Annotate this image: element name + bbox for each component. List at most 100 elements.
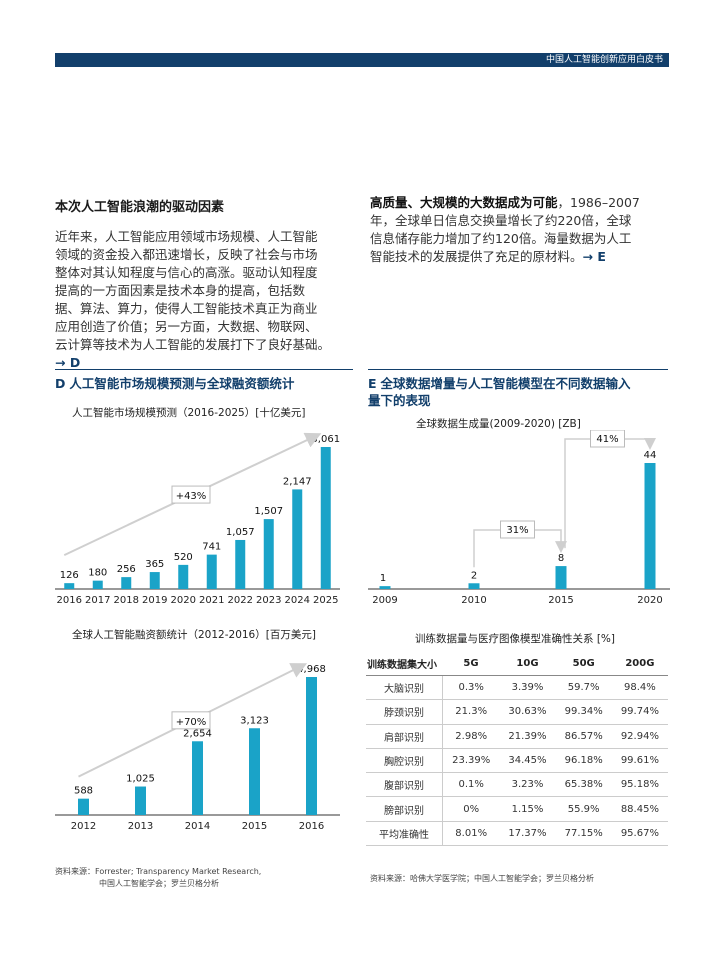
bar xyxy=(178,564,189,589)
bar xyxy=(149,572,160,589)
table-row: 平均准确性 8.01% 17.37% 77.15% 95.67% xyxy=(366,821,668,847)
table-cell: 96.18% xyxy=(555,748,612,774)
bar xyxy=(121,577,132,589)
text-fragment: 智能技术的发展提供了充足的原材料。 xyxy=(370,249,583,264)
growth-badge xyxy=(590,430,625,448)
growth-label: +43% xyxy=(176,491,207,502)
table-cell: 99.34% xyxy=(555,699,612,725)
bar xyxy=(92,580,103,589)
bar xyxy=(192,741,203,815)
table-header-row: 训练数据集大小 5G 10G 50G 200G xyxy=(366,651,668,676)
accuracy-table: 训练数据集大小 5G 10G 50G 200G 大脑识别 0.3% 3.39% 59.… xyxy=(366,651,668,847)
row-label: 脖颈识别 xyxy=(366,699,443,725)
value-label: 180 xyxy=(88,568,107,579)
growth-badge xyxy=(171,711,211,730)
x-tick-label: 2020 xyxy=(171,595,196,606)
table-cell: 95.67% xyxy=(611,821,668,847)
x-tick-label: 2009 xyxy=(372,595,397,606)
table-cell: 65.38% xyxy=(555,772,612,798)
value-label: 2,147 xyxy=(283,476,312,487)
value-label: 8 xyxy=(558,553,564,564)
table-row: 膀部识别 0% 1.15% 55.9% 88.45% xyxy=(366,796,668,822)
row-label: 膀部识别 xyxy=(366,796,443,822)
section-d-title: D 人工智能市场规模预测与全球融资额统计 xyxy=(55,375,294,392)
text-line: 整体对其认知程度与信心的高涨。驱动认知程度 xyxy=(55,265,318,280)
link-to-d[interactable]: → D xyxy=(55,355,81,370)
table-cell: 0% xyxy=(442,796,500,822)
x-tick-label: 2013 xyxy=(128,821,153,832)
x-tick-label: 2021 xyxy=(199,595,224,606)
column-header: 训练数据集大小 xyxy=(366,651,443,676)
column-header: 200G xyxy=(611,651,668,676)
section-d-letter: D xyxy=(55,376,66,391)
table-cell: 3.23% xyxy=(499,772,556,798)
table-row: 大脑识别 0.3% 3.39% 59.7% 98.4% xyxy=(366,675,668,701)
column-header: 50G xyxy=(555,651,612,676)
x-tick-label: 2015 xyxy=(548,595,573,606)
value-label: 126 xyxy=(60,570,79,581)
bold-lead: 高质量、大规模的大数据成为可能 xyxy=(370,195,558,210)
x-tick-label: 2020 xyxy=(637,595,662,606)
x-tick-label: 2025 xyxy=(313,595,338,606)
link-to-e[interactable]: → E xyxy=(582,249,606,264)
table-cell: 23.39% xyxy=(442,748,500,774)
x-tick-label: 2024 xyxy=(285,595,310,606)
bar xyxy=(306,677,317,815)
title-line: E 全球数据增量与人工智能模型在不同数据输入 xyxy=(368,375,668,392)
value-label: 4,968 xyxy=(297,664,326,675)
x-tick-label: 2019 xyxy=(142,595,167,606)
section-e-title: E 全球数据增量与人工智能模型在不同数据输入 量下的表现 xyxy=(368,375,668,409)
growth-label: 41% xyxy=(596,434,618,445)
x-tick-label: 2018 xyxy=(114,595,139,606)
table-cell: 99.74% xyxy=(611,699,668,725)
table-cell: 2.98% xyxy=(442,724,500,749)
table-cell: 34.45% xyxy=(499,748,556,774)
section-d-rule xyxy=(55,369,353,370)
text-line: 智能技术的发展提供了充足的原材料。→ E xyxy=(370,248,670,266)
bar xyxy=(320,447,331,589)
bar xyxy=(644,463,656,589)
table-cell: 98.4% xyxy=(611,675,668,701)
table-cell: 99.61% xyxy=(611,748,668,774)
growth-badge xyxy=(171,485,211,504)
value-label: 520 xyxy=(174,552,193,563)
table-cell: 30.63% xyxy=(499,699,556,725)
table-cell: 21.39% xyxy=(499,724,556,749)
value-label: 3,123 xyxy=(240,715,269,726)
value-label: 1,507 xyxy=(254,506,283,517)
bar xyxy=(235,539,246,589)
column-header: 5G xyxy=(442,651,500,676)
section-e-title-text: 全球数据增量与人工智能模型在不同数据输入 xyxy=(380,376,631,391)
left-paragraph: 近年来，人工智能应用领域市场规模、人工智能 领域的资金投入都迅速增长，反映了社会… xyxy=(55,228,355,372)
table-cell: 92.94% xyxy=(611,724,668,749)
x-tick-label: 2017 xyxy=(85,595,110,606)
value-label: 1,057 xyxy=(226,527,255,538)
bar xyxy=(379,586,391,589)
value-label: 2,654 xyxy=(183,728,212,739)
text-line: 据、算法、算力，使得人工智能技术真正为商业 xyxy=(55,301,318,316)
title-line: 量下的表现 xyxy=(368,393,431,408)
table-cell: 55.9% xyxy=(555,796,612,822)
table-cell: 0.3% xyxy=(442,675,500,701)
row-label: 胸腔识别 xyxy=(366,748,443,774)
bar xyxy=(555,566,567,589)
bar xyxy=(468,583,480,589)
row-label: 腹部识别 xyxy=(366,772,443,798)
text-line: 高质量、大规模的大数据成为可能，1986–2007 xyxy=(370,194,670,212)
table-title: 训练数据量与医疗图像模型准确性关系 [%] xyxy=(415,633,616,645)
source-e: 资料来源：哈佛大学医学院；中国人工智能学会；罗兰贝格分析 xyxy=(370,874,594,883)
text-fragment: ，1986–2007 xyxy=(557,195,640,210)
x-tick-label: 2015 xyxy=(242,821,267,832)
market-size-chart: 126 2016 180 2017 256 2018 365 2019 520 2020 741 20… xyxy=(55,432,340,606)
text-line: 提高的一方面因素是技术本身的提高，包括数 xyxy=(55,283,306,298)
x-tick-label: 2016 xyxy=(57,595,82,606)
table-row: 胸腔识别 23.39% 34.45% 96.18% 99.61% xyxy=(366,748,668,774)
funding-chart-title: 全球人工智能融资额统计（2012-2016）[百万美元] xyxy=(72,629,316,641)
growth-badge xyxy=(500,520,535,539)
section-heading: 本次人工智能浪潮的驱动因素 xyxy=(55,200,225,215)
row-label: 大脑识别 xyxy=(366,675,443,701)
table-cell: 86.57% xyxy=(555,724,612,749)
funding-chart: 588 2012 1,025 2013 2,654 2014 3,123 2015 4,968 2… xyxy=(55,663,340,832)
section-d-title-text: 人工智能市场规模预测与全球融资额统计 xyxy=(69,376,295,391)
table-cell: 17.37% xyxy=(499,821,556,847)
